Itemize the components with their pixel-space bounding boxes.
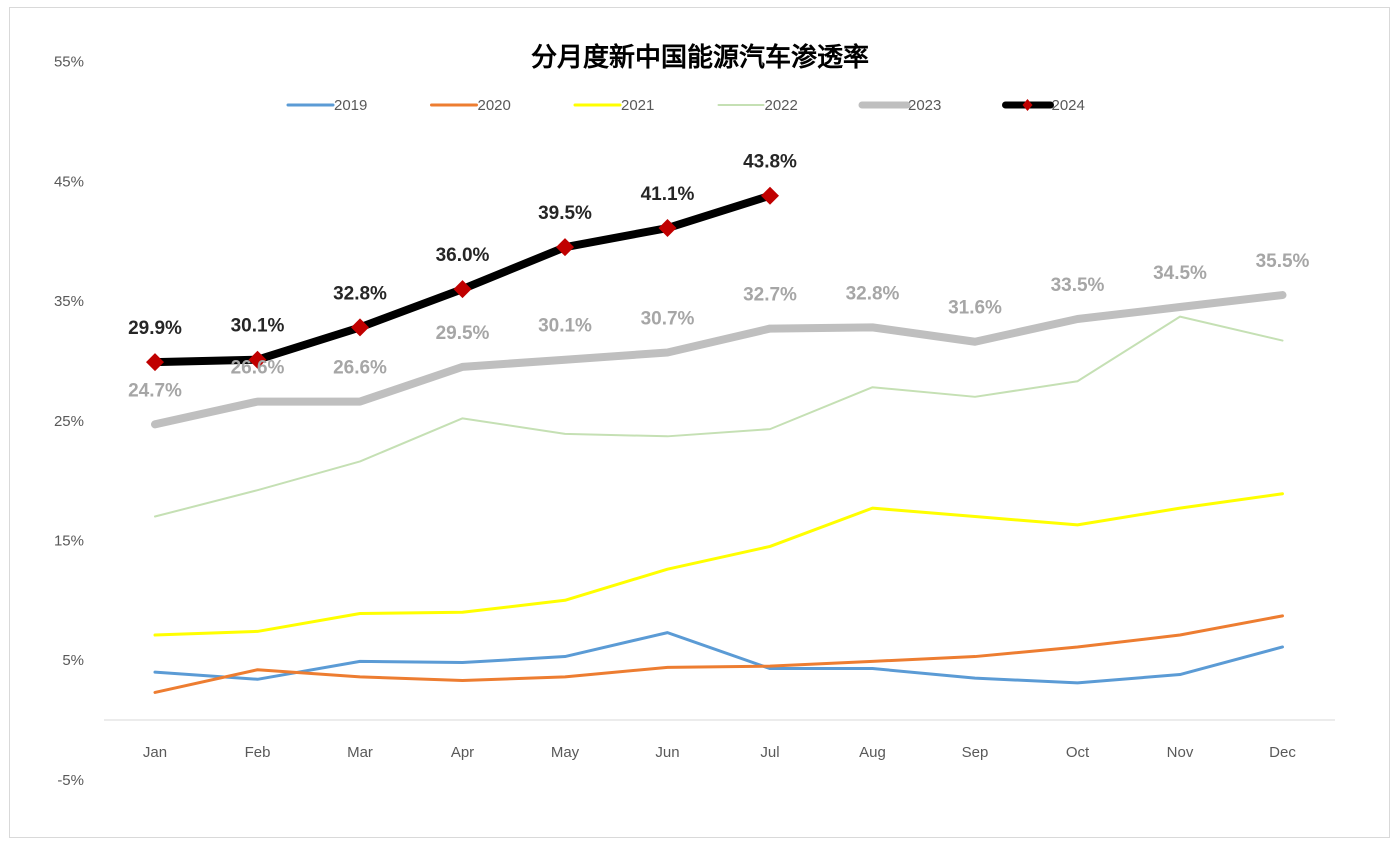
legend-label: 2020: [478, 97, 511, 114]
data-label-2023: 33.5%: [1051, 275, 1105, 296]
data-label-2024: 39.5%: [538, 203, 592, 224]
legend-marker: [1022, 99, 1033, 111]
series-line-2020: [153, 614, 1284, 694]
x-tick-label: Mar: [347, 744, 373, 761]
data-point-marker-2024: [248, 350, 267, 369]
legend-label: 2022: [765, 97, 798, 114]
legend-label: 2023: [908, 97, 941, 114]
legend-item-2023: 2023: [858, 97, 941, 114]
y-tick-label: 5%: [62, 652, 84, 669]
chart-border: [9, 7, 1390, 838]
y-tick-label: 55%: [54, 54, 84, 71]
data-point-marker-2024: [146, 353, 164, 372]
legend-item-2020: 2020: [430, 97, 511, 114]
legend-item-2021: 2021: [573, 97, 654, 114]
data-label-2023: 32.7%: [743, 285, 797, 306]
data-label-2024: 29.9%: [128, 318, 182, 339]
data-label-2023: 34.5%: [1153, 263, 1207, 284]
x-tick-label: Dec: [1269, 744, 1296, 761]
x-tick-label: Oct: [1066, 744, 1090, 761]
data-label-2023: 26.6%: [333, 358, 387, 379]
data-label-2024: 36.0%: [436, 245, 490, 266]
chart-title: 分月度新中国能源汽车渗透率: [531, 42, 869, 73]
series-line-2023: [151, 291, 1287, 429]
x-tick-label: Apr: [451, 744, 474, 761]
legend-item-2019: 2019: [286, 97, 367, 114]
x-tick-label: Aug: [859, 744, 886, 761]
data-label-2023: 26.6%: [231, 358, 285, 379]
y-tick-label: -5%: [57, 772, 84, 789]
legend-label: 2019: [334, 97, 367, 114]
legend-item-2024: 2024: [1002, 97, 1085, 114]
data-label-2024: 30.1%: [231, 316, 285, 337]
y-tick-label: 25%: [54, 413, 84, 430]
x-tick-label: Jun: [655, 744, 679, 761]
legend-label: 2021: [621, 97, 654, 114]
x-tick-label: Jul: [760, 744, 779, 761]
y-tick-label: 45%: [54, 173, 84, 190]
y-tick-label: 35%: [54, 293, 84, 310]
data-point-marker-2024: [351, 318, 369, 337]
data-label-2023: 32.8%: [846, 283, 900, 304]
data-label-2023: 29.5%: [436, 323, 490, 344]
data-point-marker-2024: [761, 186, 779, 205]
series-line-2021: [153, 492, 1284, 637]
data-label-2023: 30.7%: [641, 309, 695, 330]
data-label-2023: 24.7%: [128, 380, 182, 401]
x-tick-label: May: [551, 744, 580, 761]
data-point-marker-2024: [658, 219, 677, 238]
data-label-2024: 41.1%: [641, 184, 695, 205]
x-tick-label: Feb: [245, 744, 271, 761]
data-label-2023: 30.1%: [538, 316, 592, 337]
legend-item-2022: 2022: [717, 97, 798, 114]
x-tick-label: Nov: [1167, 744, 1194, 761]
y-tick-label: 15%: [54, 532, 84, 549]
legend-label: 2024: [1052, 97, 1085, 114]
data-label-2023: 31.6%: [948, 298, 1002, 319]
series-line-2019: [153, 631, 1284, 685]
x-tick-label: Sep: [962, 744, 989, 761]
series-line-2022: [154, 315, 1284, 518]
data-point-marker-2024: [453, 280, 472, 299]
data-label-2023: 35.5%: [1256, 251, 1310, 272]
data-point-marker-2024: [556, 238, 574, 257]
data-label-2024: 32.8%: [333, 283, 387, 304]
x-tick-label: Jan: [143, 744, 167, 761]
data-label-2024: 43.8%: [743, 152, 797, 173]
